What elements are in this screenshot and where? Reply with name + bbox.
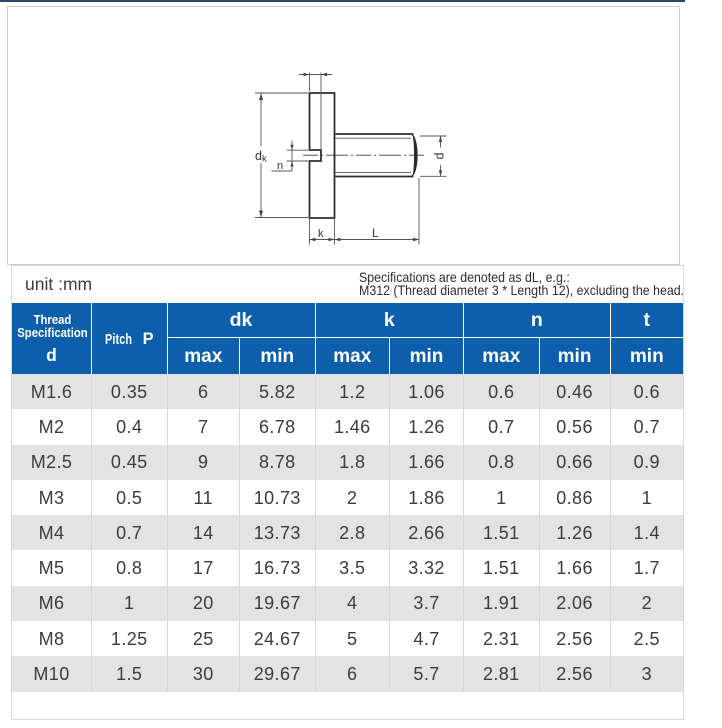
svg-text:dk: dk [255, 149, 267, 165]
svg-text:k: k [318, 228, 324, 240]
svg-text:d: d [433, 152, 447, 159]
svg-text:n: n [277, 160, 283, 172]
svg-text:L: L [372, 226, 379, 240]
